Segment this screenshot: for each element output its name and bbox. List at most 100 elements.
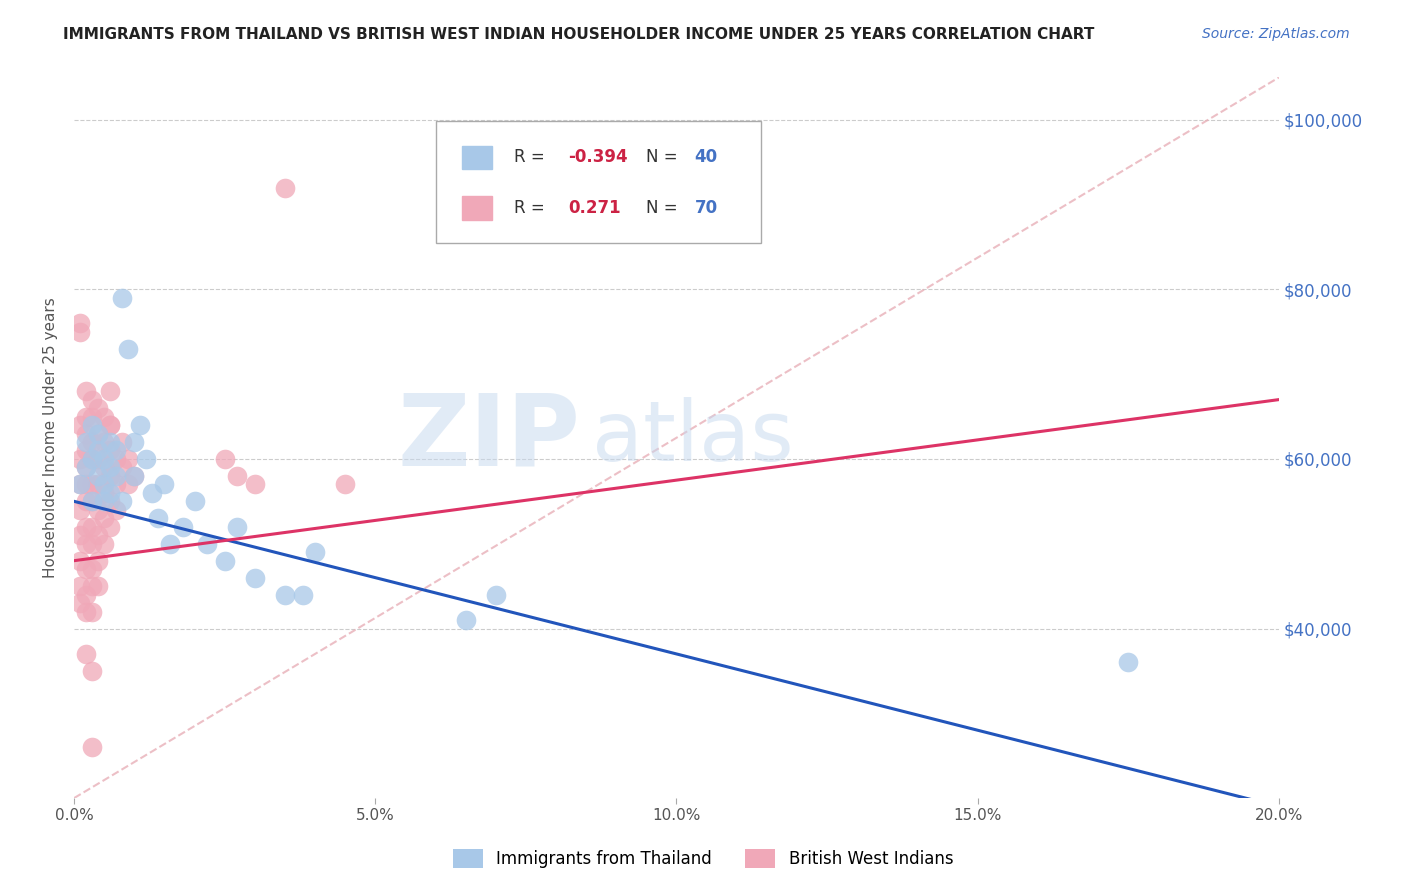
- Point: [75, 562, 97, 576]
- Legend: Immigrants from Thailand, British West Indians: Immigrants from Thailand, British West I…: [446, 842, 960, 875]
- Point: [69, 452, 91, 467]
- Point: [87, 452, 110, 467]
- Text: IMMIGRANTS FROM THAILAND VS BRITISH WEST INDIAN HOUSEHOLDER INCOME UNDER 25 YEAR: IMMIGRANTS FROM THAILAND VS BRITISH WEST…: [63, 27, 1095, 42]
- Point: [82, 494, 104, 508]
- Text: atlas: atlas: [592, 397, 794, 478]
- Point: [75, 520, 97, 534]
- Point: [183, 494, 205, 508]
- Point: [69, 316, 91, 330]
- Point: [93, 537, 115, 551]
- Point: [93, 494, 115, 508]
- Point: [75, 460, 97, 475]
- Point: [111, 460, 134, 475]
- FancyBboxPatch shape: [436, 120, 761, 244]
- Text: 40: 40: [695, 148, 717, 166]
- Point: [454, 613, 477, 627]
- Point: [225, 469, 247, 483]
- Point: [98, 486, 121, 500]
- Text: -0.394: -0.394: [568, 148, 627, 166]
- Point: [105, 452, 128, 467]
- Point: [75, 426, 97, 441]
- Point: [117, 452, 139, 467]
- Point: [82, 562, 104, 576]
- Point: [75, 460, 97, 475]
- Text: R =: R =: [513, 199, 550, 217]
- Point: [105, 477, 128, 491]
- Point: [485, 588, 508, 602]
- Point: [82, 740, 104, 755]
- Point: [214, 554, 236, 568]
- Text: R =: R =: [513, 148, 550, 166]
- Point: [98, 520, 121, 534]
- Point: [82, 435, 104, 450]
- Point: [135, 452, 157, 467]
- Point: [82, 664, 104, 678]
- Point: [87, 469, 110, 483]
- Bar: [463, 145, 492, 169]
- Point: [98, 469, 121, 483]
- Point: [129, 417, 152, 432]
- Point: [274, 588, 297, 602]
- Point: [243, 571, 266, 585]
- Point: [93, 409, 115, 424]
- Point: [98, 443, 121, 458]
- Point: [75, 435, 97, 450]
- Point: [75, 477, 97, 491]
- Point: [274, 180, 297, 194]
- Point: [333, 477, 356, 491]
- Point: [304, 545, 326, 559]
- Point: [98, 460, 121, 475]
- Point: [87, 426, 110, 441]
- Point: [159, 537, 181, 551]
- Point: [75, 443, 97, 458]
- Point: [124, 469, 146, 483]
- Point: [82, 605, 104, 619]
- Point: [93, 477, 115, 491]
- Point: [87, 554, 110, 568]
- Point: [87, 579, 110, 593]
- Point: [82, 494, 104, 508]
- Point: [69, 528, 91, 542]
- Point: [93, 435, 115, 450]
- Point: [111, 291, 134, 305]
- Point: [69, 503, 91, 517]
- Point: [124, 435, 146, 450]
- Text: ZIP: ZIP: [398, 389, 581, 486]
- Point: [87, 443, 110, 458]
- Point: [82, 409, 104, 424]
- Text: N =: N =: [647, 199, 683, 217]
- Point: [82, 452, 104, 467]
- Point: [69, 477, 91, 491]
- Point: [111, 494, 134, 508]
- Point: [69, 596, 91, 610]
- Point: [117, 477, 139, 491]
- Point: [1116, 656, 1139, 670]
- Point: [75, 588, 97, 602]
- Point: [98, 417, 121, 432]
- Point: [75, 494, 97, 508]
- Point: [153, 477, 176, 491]
- Point: [87, 503, 110, 517]
- Point: [225, 520, 247, 534]
- Point: [93, 452, 115, 467]
- Point: [69, 579, 91, 593]
- Point: [87, 426, 110, 441]
- Point: [195, 537, 218, 551]
- Point: [98, 435, 121, 450]
- Point: [98, 384, 121, 398]
- Point: [87, 528, 110, 542]
- Text: Source: ZipAtlas.com: Source: ZipAtlas.com: [1202, 27, 1350, 41]
- Point: [75, 409, 97, 424]
- Text: 70: 70: [695, 199, 717, 217]
- Point: [75, 647, 97, 661]
- Point: [75, 537, 97, 551]
- Point: [69, 477, 91, 491]
- Point: [98, 417, 121, 432]
- Point: [141, 486, 163, 500]
- Point: [243, 477, 266, 491]
- Y-axis label: Householder Income Under 25 years: Householder Income Under 25 years: [44, 297, 58, 578]
- Point: [82, 417, 104, 432]
- Point: [82, 537, 104, 551]
- Point: [87, 477, 110, 491]
- Point: [75, 384, 97, 398]
